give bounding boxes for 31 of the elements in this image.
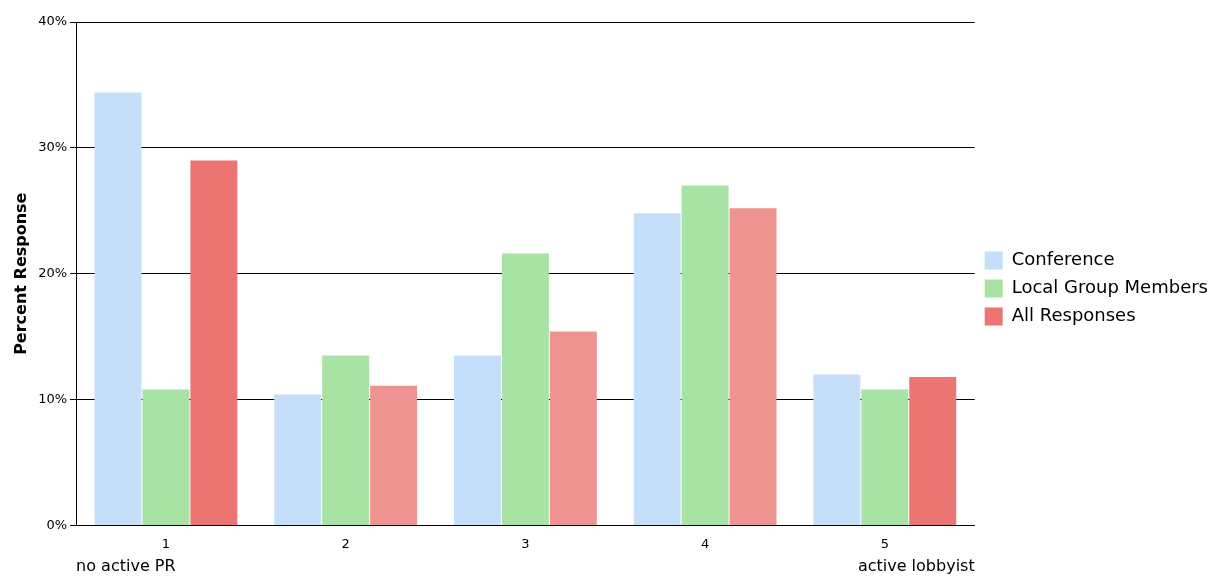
bar	[633, 213, 681, 525]
legend-label: Local Group Members	[1011, 276, 1208, 298]
bar	[549, 331, 597, 525]
y-tick-label: 10%	[38, 390, 68, 406]
text: active lobbyist	[857, 556, 975, 576]
x-tick-label: 1	[161, 535, 171, 551]
bar	[142, 389, 190, 525]
text: no active PR	[76, 556, 176, 576]
bar	[909, 376, 957, 525]
bar	[861, 389, 909, 525]
bar	[681, 185, 729, 525]
x-tick-label: 2	[341, 535, 350, 551]
y-axis-title: Percent Response	[10, 192, 30, 355]
y-tick-label: 40%	[38, 13, 68, 29]
bar	[453, 355, 501, 525]
bar	[274, 394, 322, 525]
bar	[813, 374, 861, 525]
bar	[94, 92, 142, 525]
x-tick-label: 4	[700, 535, 710, 551]
legend-label: All Responses	[1011, 304, 1136, 326]
x-tick-label: 3	[521, 535, 530, 551]
legend-label: Conference	[1011, 248, 1115, 270]
bar	[729, 208, 777, 525]
bar	[322, 355, 370, 525]
bar	[501, 253, 549, 525]
y-tick-label: 0%	[46, 516, 68, 532]
bar	[370, 385, 418, 525]
bar	[190, 160, 238, 525]
y-tick-label: 20%	[38, 265, 68, 281]
x-tick-label: 5	[880, 535, 889, 551]
y-tick-label: 30%	[38, 139, 68, 155]
